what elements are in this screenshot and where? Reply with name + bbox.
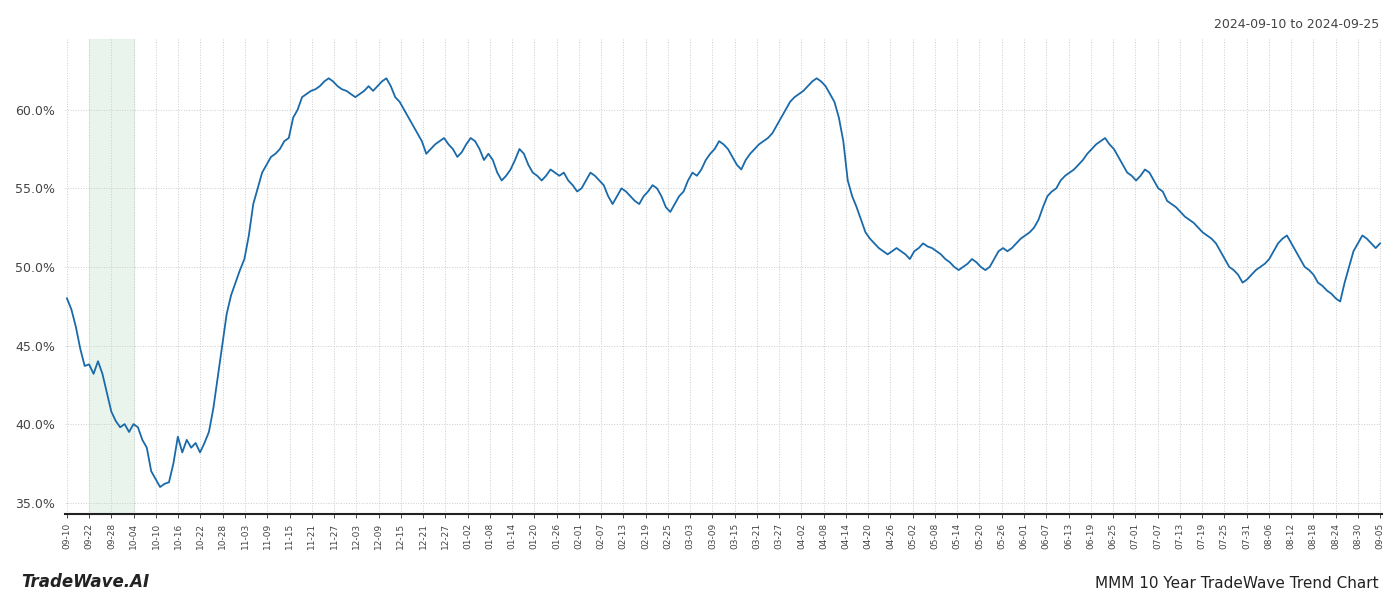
Text: TradeWave.AI: TradeWave.AI [21,573,150,591]
Text: MMM 10 Year TradeWave Trend Chart: MMM 10 Year TradeWave Trend Chart [1095,576,1379,591]
Bar [90,39,134,514]
Text: 2024-09-10 to 2024-09-25: 2024-09-10 to 2024-09-25 [1214,18,1379,31]
